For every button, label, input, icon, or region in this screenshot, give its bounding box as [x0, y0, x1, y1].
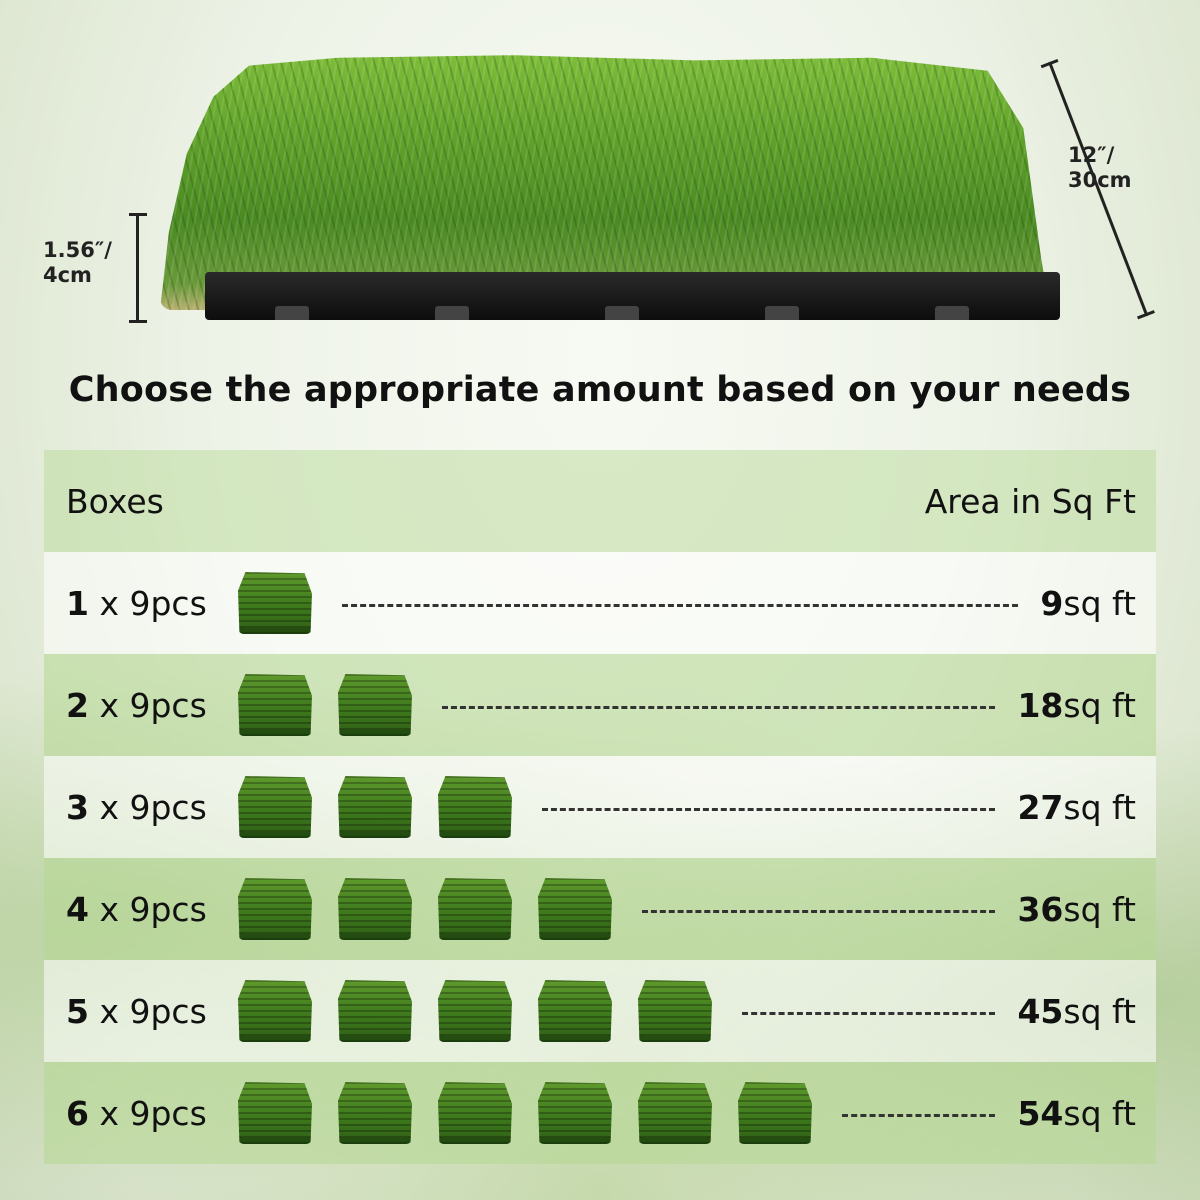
row-box-count: 3 [66, 787, 89, 827]
turf-box-icon [338, 980, 412, 1042]
row-area-unit: sq ft [1063, 787, 1136, 827]
dashed-leader [342, 603, 1019, 607]
row-quantity: 2 x 9pcs [66, 686, 238, 725]
row-pieces: x 9pcs [88, 1093, 207, 1133]
dashed-leader [442, 705, 996, 709]
height-dimension-cm: 4cm [43, 263, 92, 287]
header-boxes: Boxes [66, 481, 164, 521]
row-pieces: x 9pcs [88, 787, 207, 827]
row-box-icons [238, 980, 712, 1042]
row-area-value: 54 [1017, 1093, 1064, 1133]
turf-box-icon [538, 878, 612, 940]
turf-box-icon [538, 1082, 612, 1144]
turf-box-icon [238, 980, 312, 1042]
dashed-leader [842, 1113, 996, 1117]
row-box-icons [238, 1082, 812, 1144]
row-box-count: 6 [66, 1093, 89, 1133]
row-box-icons [238, 878, 612, 940]
turf-box-icon [638, 1082, 712, 1144]
turf-box-icon [338, 674, 412, 736]
row-area-unit: sq ft [1063, 991, 1136, 1031]
row-quantity: 3 x 9pcs [66, 788, 238, 827]
dashed-leader [542, 807, 996, 811]
width-dimension-label: 12″/ 30cm [1068, 143, 1132, 193]
row-area: 36sq ft [1017, 890, 1136, 929]
width-dimension-inches: 12″/ [1068, 143, 1115, 167]
dashed-leader [642, 909, 996, 913]
base-notch [605, 306, 639, 320]
turf-box-icon [338, 776, 412, 838]
turf-box-icon [238, 674, 312, 736]
base-notch [275, 306, 309, 320]
base-notch [765, 306, 799, 320]
row-area-unit: sq ft [1063, 583, 1136, 623]
row-pieces: x 9pcs [88, 889, 207, 929]
row-box-icons [238, 776, 512, 838]
row-box-icons [238, 674, 412, 736]
turf-box-icon [238, 572, 312, 634]
row-box-count: 4 [66, 889, 89, 929]
turf-box-icon [238, 776, 312, 838]
coverage-table: Boxes Area in Sq Ft 1 x 9pcs 9sq ft 2 x … [44, 450, 1156, 1164]
row-area-unit: sq ft [1063, 889, 1136, 929]
row-area-value: 9 [1040, 583, 1064, 623]
turf-box-icon [338, 1082, 412, 1144]
page-title: Choose the appropriate amount based on y… [68, 370, 1132, 410]
turf-box-icon [238, 1082, 312, 1144]
turf-tile-image [150, 40, 1080, 340]
turf-box-icon [438, 1082, 512, 1144]
row-box-icons [238, 572, 312, 634]
row-pieces: x 9pcs [88, 685, 207, 725]
row-quantity: 5 x 9pcs [66, 992, 238, 1031]
row-quantity: 4 x 9pcs [66, 890, 238, 929]
turf-box-icon [638, 980, 712, 1042]
table-row: 6 x 9pcs 54sq ft [44, 1062, 1156, 1164]
table-row: 1 x 9pcs 9sq ft [44, 552, 1156, 654]
turf-box-icon [738, 1082, 812, 1144]
turf-box-icon [438, 878, 512, 940]
turf-box-icon [438, 776, 512, 838]
turf-box-icon [438, 980, 512, 1042]
table-row: 3 x 9pcs 27sq ft [44, 756, 1156, 858]
row-area-value: 45 [1017, 991, 1064, 1031]
row-area-value: 27 [1017, 787, 1064, 827]
dashed-leader [742, 1011, 996, 1015]
table-header: Boxes Area in Sq Ft [44, 450, 1156, 552]
height-dimension-label: 1.56″/ 4cm [43, 238, 133, 288]
row-box-count: 2 [66, 685, 89, 725]
row-pieces: x 9pcs [88, 583, 207, 623]
row-area: 27sq ft [1017, 788, 1136, 827]
turf-box-icon [238, 878, 312, 940]
row-area-value: 36 [1017, 889, 1064, 929]
height-dimension-inches: 1.56″/ [43, 238, 112, 262]
height-dimension-line [129, 213, 147, 323]
turf-grass [160, 55, 1050, 310]
row-area: 45sq ft [1017, 992, 1136, 1031]
turf-box-icon [538, 980, 612, 1042]
row-area: 54sq ft [1017, 1094, 1136, 1133]
turf-box-icon [338, 878, 412, 940]
width-dimension-cm: 30cm [1068, 168, 1132, 192]
row-quantity: 6 x 9pcs [66, 1094, 238, 1133]
header-area: Area in Sq Ft [924, 481, 1136, 521]
row-quantity: 1 x 9pcs [66, 584, 238, 623]
turf-base [205, 272, 1060, 320]
row-area-value: 18 [1017, 685, 1064, 725]
table-row: 5 x 9pcs 45sq ft [44, 960, 1156, 1062]
row-area: 18sq ft [1017, 686, 1136, 725]
row-area-unit: sq ft [1063, 685, 1136, 725]
table-row: 2 x 9pcs 18sq ft [44, 654, 1156, 756]
base-notch [435, 306, 469, 320]
row-area-unit: sq ft [1063, 1093, 1136, 1133]
table-row: 4 x 9pcs 36sq ft [44, 858, 1156, 960]
row-pieces: x 9pcs [88, 991, 207, 1031]
row-box-count: 5 [66, 991, 89, 1031]
base-notch [935, 306, 969, 320]
row-box-count: 1 [66, 583, 89, 623]
row-area: 9sq ft [1040, 584, 1136, 623]
